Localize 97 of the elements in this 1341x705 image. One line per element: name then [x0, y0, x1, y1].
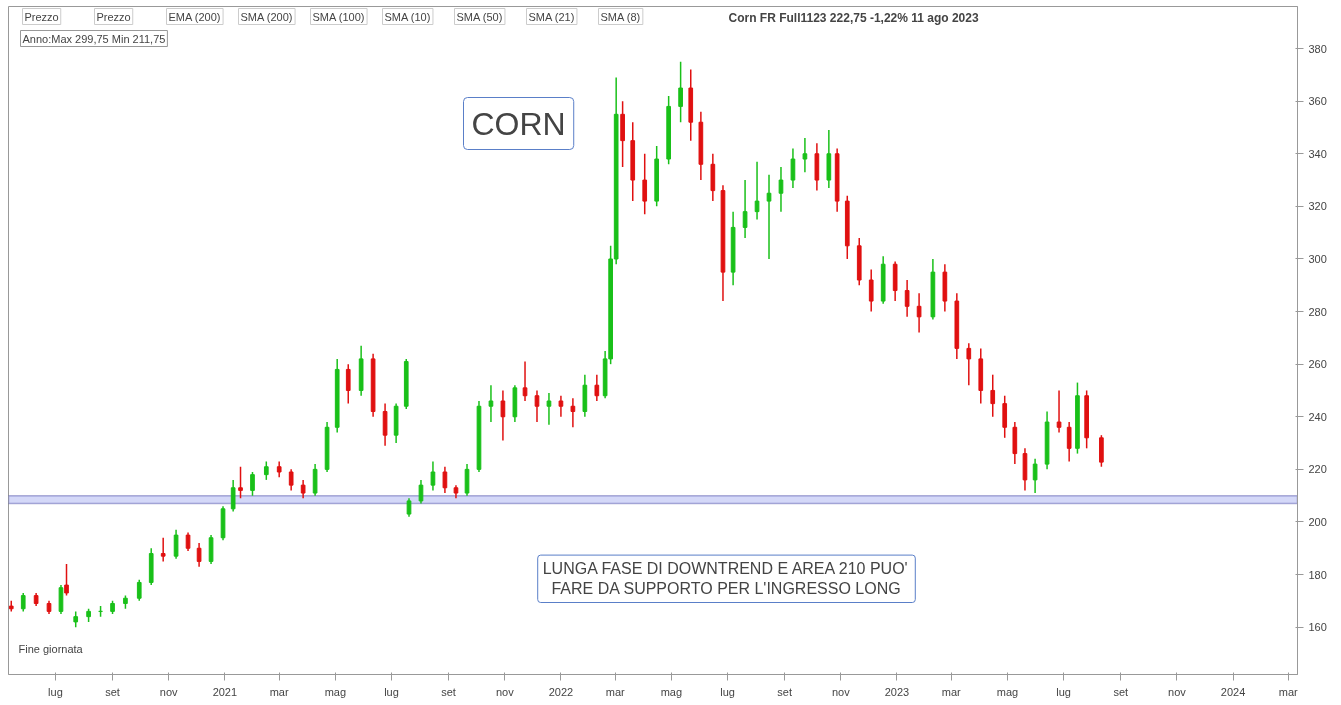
candlestick — [534, 389, 540, 423]
y-tick-label: 240 — [1308, 410, 1327, 423]
candlestick — [58, 584, 64, 615]
x-tick-label: set — [1113, 685, 1129, 698]
candlestick — [230, 479, 236, 513]
candlestick — [522, 360, 528, 402]
candlestick — [868, 268, 874, 313]
y-tick-label: 280 — [1308, 305, 1327, 318]
candlestick — [136, 579, 142, 602]
candlestick — [160, 536, 166, 563]
candlestick — [766, 174, 772, 260]
candlestick — [250, 471, 255, 497]
x-tick-label: mar — [605, 685, 626, 698]
candlestick — [288, 468, 294, 492]
x-tick-label: nov — [1168, 685, 1187, 698]
candlestick — [558, 394, 564, 418]
x-tick-label: 2022 — [548, 685, 574, 698]
x-tick-label: nov — [831, 685, 851, 698]
y-tick-label: 340 — [1308, 147, 1327, 160]
candlestick — [442, 465, 448, 494]
candlestick — [916, 292, 922, 334]
candlestick — [406, 497, 412, 518]
candlestick — [904, 279, 910, 318]
candlestick — [1002, 394, 1008, 439]
candlestick — [238, 465, 243, 500]
x-tick-label: 2024 — [1220, 685, 1246, 698]
annotation: Prezzo — [96, 10, 131, 23]
candlestick — [382, 402, 388, 447]
candlestick — [418, 479, 424, 505]
x-tick-label: set — [777, 685, 793, 698]
y-tick-label: 360 — [1308, 95, 1327, 108]
y-tick-label: 200 — [1308, 515, 1327, 528]
candlestick — [345, 363, 351, 405]
candlestick — [173, 529, 179, 560]
candlestick — [678, 60, 683, 123]
candlestick — [1066, 421, 1072, 463]
x-tick-label: 2023 — [884, 685, 910, 698]
candlestick — [966, 342, 972, 386]
candlestick — [20, 592, 26, 613]
candlestick — [1056, 389, 1062, 434]
annotation: CORN — [471, 105, 566, 142]
candlestick — [642, 153, 648, 216]
annotation: EMA (200) — [168, 10, 221, 23]
candlestick — [208, 534, 214, 565]
x-tick-label: set — [441, 685, 456, 698]
annotation: SMA (21) — [528, 10, 575, 23]
candlestick — [790, 147, 796, 189]
candlestick — [1032, 458, 1038, 494]
x-tick-label: mag — [660, 685, 683, 698]
x-tick-label: lug — [384, 685, 399, 698]
chart-title: Corn FR Full1123 222,75 -1,22% 11 ago 2023 — [728, 10, 979, 25]
candlestick — [488, 384, 494, 423]
y-tick-label: 300 — [1308, 252, 1327, 265]
candlestick — [185, 531, 191, 552]
y-tick-label: 220 — [1308, 463, 1327, 476]
annotation: SMA (100) — [312, 10, 365, 23]
candlestick — [742, 179, 748, 239]
x-tick-label: lug — [48, 685, 63, 698]
candlestick — [64, 563, 69, 597]
candlestick — [802, 137, 808, 173]
y-tick-label: 320 — [1308, 200, 1327, 213]
annotation: Prezzo — [24, 10, 59, 23]
candlestick — [430, 460, 436, 492]
annotation: SMA (200) — [240, 10, 293, 23]
y-tick-label: 260 — [1308, 358, 1327, 371]
x-tick-label: 2021 — [212, 685, 238, 698]
x-tick-label: mag — [324, 685, 347, 698]
x-tick-label: lug — [1056, 685, 1071, 698]
candlestick — [594, 373, 600, 402]
candlestick — [570, 397, 576, 429]
candlestick — [312, 463, 318, 497]
x-tick-label: nov — [159, 685, 179, 698]
annotation: SMA (8) — [600, 10, 641, 23]
candlestick — [546, 392, 552, 426]
candlestick — [464, 463, 470, 497]
candlestick — [500, 389, 506, 442]
candlestick — [263, 460, 269, 481]
x-tick-label: nov — [495, 685, 515, 698]
x-tick-label: mar — [1278, 685, 1299, 698]
y-tick-label: 160 — [1308, 621, 1327, 634]
candlestick — [196, 542, 202, 568]
x-tick-label: mar — [269, 685, 289, 698]
annotation: Anno:Max 299,75 Min 211,75 — [22, 32, 166, 45]
candlestick — [778, 166, 784, 213]
candlestick — [990, 373, 996, 418]
x-tick-label: set — [105, 685, 120, 698]
annotation: Fine giornata — [18, 642, 84, 655]
annotation: SMA (10) — [384, 10, 431, 23]
candlestick — [300, 479, 306, 500]
y-tick-label: 380 — [1308, 42, 1327, 55]
candlestick — [754, 160, 760, 221]
y-tick-label: 180 — [1308, 568, 1327, 581]
annotation: SMA (50) — [456, 10, 503, 23]
x-tick-label: mar — [941, 685, 962, 698]
x-tick-label: mag — [996, 685, 1019, 698]
annotation: LUNGA FASE DI DOWNTREND E AREA 210 PUO' FARE DA SUPPORTO PER L'INGRESSO LONG — [542, 560, 908, 598]
x-tick-label: lug — [720, 685, 735, 698]
